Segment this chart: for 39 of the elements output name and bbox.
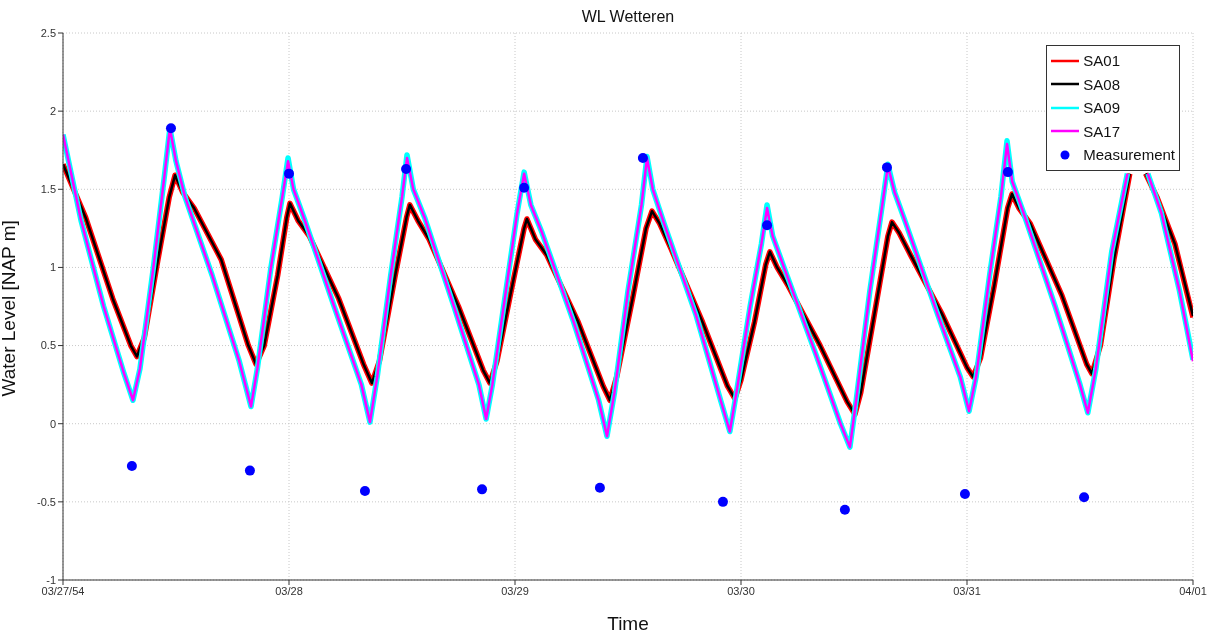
legend-label: SA17 xyxy=(1083,122,1120,140)
point xyxy=(477,484,488,495)
y-tick-label: 1.5 xyxy=(40,183,56,196)
y-tick-label: 2.5 xyxy=(40,26,56,39)
x-tick-label: 04/01 xyxy=(1179,584,1207,597)
y-tick-label: 2 xyxy=(49,105,56,118)
point xyxy=(1079,492,1090,503)
y-tick-label: 0.5 xyxy=(40,339,56,352)
x-tick-label: 03/29 xyxy=(501,584,529,597)
point xyxy=(717,496,728,507)
point xyxy=(401,163,412,174)
y-tick-label: -0.5 xyxy=(37,495,56,508)
y-tick-label: -1 xyxy=(46,573,56,586)
point xyxy=(244,465,255,476)
point xyxy=(959,489,970,500)
point xyxy=(881,162,892,173)
point xyxy=(519,182,530,193)
x-tick-label: 03/30 xyxy=(727,584,755,597)
point xyxy=(284,168,294,179)
legend-label: SA09 xyxy=(1083,99,1120,117)
chart-title: WL Wetteren xyxy=(580,8,676,26)
point xyxy=(762,220,773,231)
point xyxy=(359,485,370,496)
point xyxy=(839,504,850,515)
point xyxy=(637,153,648,164)
x-axis-title: Time xyxy=(607,613,649,630)
x-tick-label: 03/31 xyxy=(953,584,981,597)
point xyxy=(1002,167,1013,178)
legend-label: Measurement xyxy=(1083,146,1175,164)
point xyxy=(165,123,176,134)
x-tick-label: 03/28 xyxy=(275,584,303,597)
x-tick-label: 03/27/54 xyxy=(41,584,85,597)
legend-label: SA08 xyxy=(1083,75,1120,93)
y-axis-title: Water Level [NAP m] xyxy=(0,220,19,397)
point xyxy=(594,482,605,493)
point xyxy=(126,460,137,471)
y-tick-label: 1 xyxy=(49,261,56,274)
y-tick-label: 0 xyxy=(49,417,56,430)
legend-label: SA01 xyxy=(1083,52,1120,70)
